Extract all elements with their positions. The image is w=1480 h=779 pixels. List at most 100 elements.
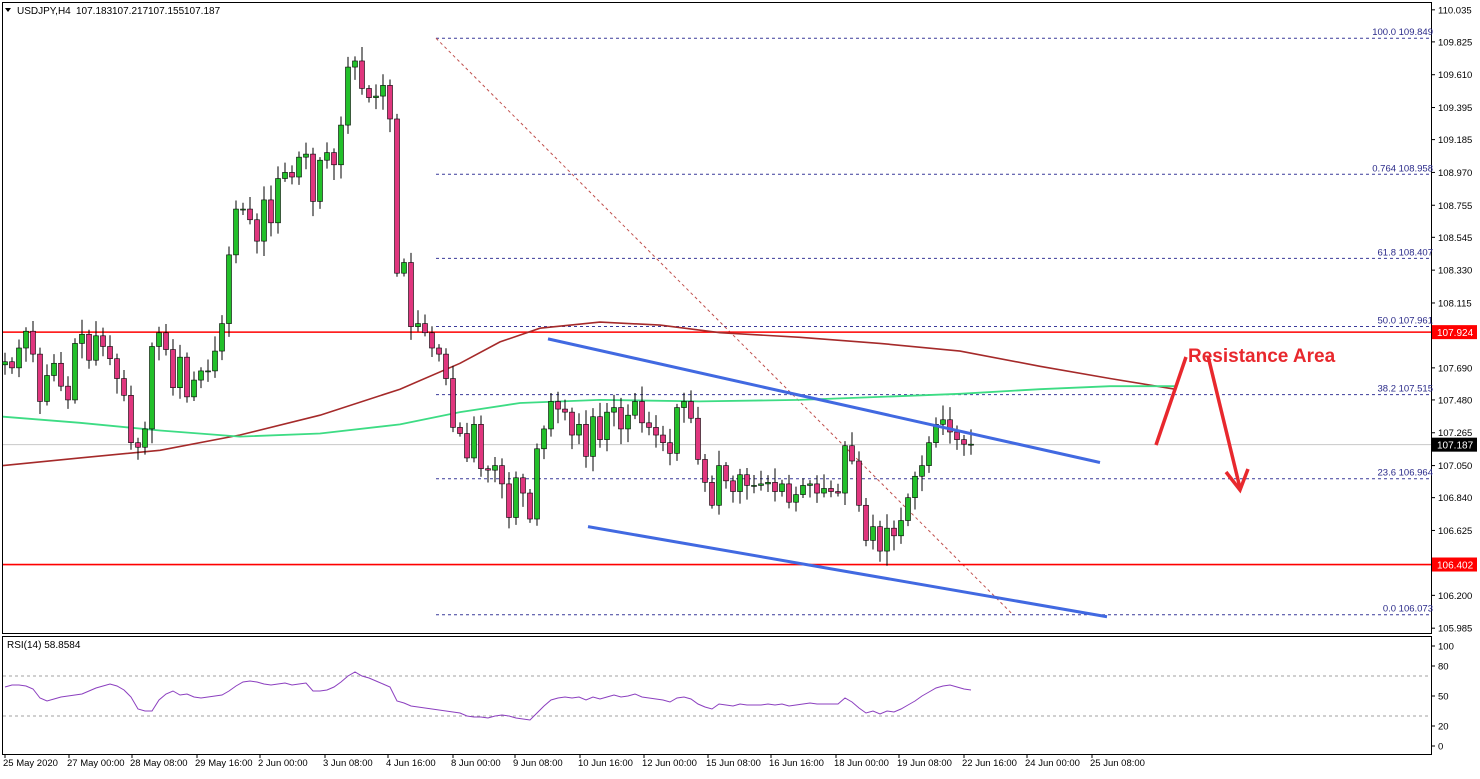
candle-body (268, 199, 274, 224)
candle-body (128, 395, 134, 443)
candle (107, 335, 113, 366)
candle (289, 165, 295, 185)
candle (415, 310, 421, 332)
candle (569, 407, 575, 450)
candle-body (86, 333, 92, 361)
candle-body (149, 346, 155, 430)
candle-body (667, 442, 673, 454)
candle-body (394, 118, 400, 274)
candle (611, 394, 617, 427)
candle (114, 353, 120, 394)
candle-body (121, 378, 127, 396)
channel-lower-line (587, 525, 1108, 619)
candle-body (856, 460, 862, 506)
candle (205, 359, 211, 382)
candle (9, 357, 15, 374)
candle-body (163, 332, 169, 350)
candle (772, 468, 778, 502)
candle-body (576, 424, 582, 436)
channel-upper-line (547, 337, 1101, 464)
candle-body (891, 527, 897, 537)
candle (492, 457, 498, 483)
candle (457, 422, 463, 437)
candle-body (611, 407, 617, 413)
time-axis: 25 May 2020 27 May 00:00 28 May 08:00 29 Ma… (3, 754, 1145, 769)
candle-body (919, 465, 925, 477)
time-tick-label: 24 Jun 00:00 (1025, 758, 1080, 769)
candle-body (345, 66, 351, 126)
candle-body (625, 414, 631, 430)
candle (135, 437, 141, 460)
price-tag-label: 106.402 (1437, 561, 1474, 572)
candle-body (758, 483, 764, 486)
candle (149, 342, 155, 444)
candle-body (632, 401, 638, 416)
candle (156, 326, 162, 361)
candle-body (730, 480, 736, 492)
candle (422, 314, 428, 337)
candle (240, 202, 246, 216)
ohlc-low: 107.155 (148, 6, 185, 17)
ohlc-open: 107.183 (76, 6, 113, 17)
candle-body (849, 445, 855, 462)
candle (79, 319, 85, 359)
price-tag (1432, 325, 1477, 340)
candle (590, 408, 596, 472)
time-tick-label: 18 Jun 00:00 (834, 758, 889, 769)
candle-body (905, 497, 911, 521)
price-tick-label: 107.265 (1438, 428, 1472, 439)
candle-body (499, 465, 505, 485)
arrow-down-icon (1206, 355, 1250, 494)
candle-body (555, 401, 561, 410)
candle (632, 393, 638, 420)
rsi-tick-label: 0 (1438, 742, 1443, 753)
candle (471, 416, 477, 463)
price-tick-label: 108.755 (1438, 201, 1472, 212)
candle-body (177, 356, 183, 389)
candle-body (527, 492, 533, 520)
candle-body (324, 152, 330, 161)
candle-body (226, 254, 232, 324)
candle (2, 352, 8, 375)
candle (863, 498, 869, 547)
price-tick-label: 106.200 (1438, 591, 1472, 602)
candle (877, 520, 883, 562)
candle-body (352, 60, 358, 68)
candle (674, 403, 680, 461)
candle-body (821, 488, 827, 494)
candle (597, 402, 603, 448)
candle (296, 151, 302, 185)
candle-body (716, 465, 722, 506)
fib-level-label: 61.8 108.407 (1378, 247, 1433, 258)
candle-body (289, 172, 295, 178)
candle (884, 514, 890, 566)
candle (191, 371, 197, 402)
candle-body (800, 485, 806, 495)
candle-body (534, 448, 540, 520)
candle-body (366, 88, 372, 98)
price-tick-label: 110.035 (1438, 5, 1472, 16)
candle-body (415, 323, 421, 327)
arrow-up-icon (1154, 356, 1188, 446)
candle (233, 200, 239, 264)
candle-body (954, 431, 960, 440)
candle-body (660, 434, 666, 443)
time-tick-label: 29 May 16:00 (195, 758, 253, 769)
candle (660, 425, 666, 452)
candle (828, 480, 834, 498)
candle (247, 196, 253, 225)
candle-body (604, 411, 610, 440)
candle-body (79, 333, 85, 344)
time-tick-label: 4 Jun 16:00 (386, 758, 436, 769)
candle (261, 186, 267, 257)
candle (44, 364, 50, 406)
candle (779, 479, 785, 497)
candle (562, 399, 568, 421)
candle-body (261, 199, 267, 242)
candle-body (219, 323, 225, 352)
candle (394, 113, 400, 277)
triangle-down-icon[interactable] (5, 8, 11, 12)
candle-body (317, 159, 323, 202)
candle-body (30, 330, 36, 355)
